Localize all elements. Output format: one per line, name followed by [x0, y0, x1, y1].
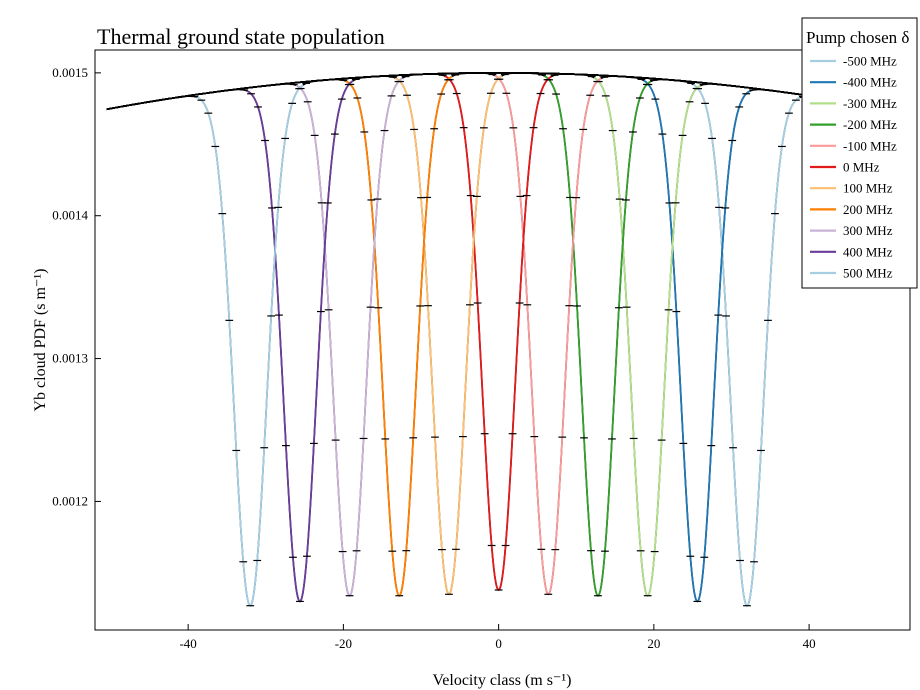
series-6-error-bars: [375, 72, 523, 595]
legend-item: 300 MHz: [810, 223, 893, 238]
series-envelope-line: [106, 72, 890, 597]
series-1-error-bars: [616, 75, 779, 603]
series-envelope-line: [106, 72, 890, 597]
y-tick-label: 0.0012: [52, 493, 88, 508]
series-envelope-line: [106, 73, 890, 591]
legend-item: -400 MHz: [810, 75, 897, 90]
series-hole-line: [444, 75, 552, 592]
series-2: [106, 72, 890, 597]
series-7: [106, 72, 890, 597]
series-0: [106, 72, 890, 607]
series-hole-line: [295, 77, 403, 597]
chart-title: Thermal ground state population: [97, 24, 385, 49]
series-3: [106, 72, 890, 597]
legend-box: [801, 17, 918, 289]
series-4-error-bars: [474, 72, 623, 595]
legend-label: -300 MHz: [843, 96, 897, 111]
y-tick-label: 0.0014: [52, 208, 88, 223]
legend-item: 500 MHz: [810, 266, 893, 281]
series-hole-line: [394, 75, 503, 596]
series-3-error-bars: [524, 72, 672, 597]
series-10: [106, 72, 890, 607]
series-hole-line: [643, 79, 751, 603]
series-layer: [106, 72, 890, 607]
legend-entries: -500 MHz -400 MHz -300 MHz -200 MHz -100 MHz…: [810, 54, 897, 281]
series-envelope-line: [106, 72, 890, 607]
series-hole-line: [245, 80, 354, 603]
series-9: [106, 72, 890, 603]
series-envelope-line: [106, 72, 890, 603]
legend-item: 400 MHz: [810, 244, 893, 259]
legend-label: 0 MHz: [843, 160, 880, 175]
legend-item: -500 MHz: [810, 54, 897, 69]
y-tick-label: 0.0013: [52, 351, 88, 366]
legend-label: 300 MHz: [843, 223, 893, 238]
series-7-error-bars: [318, 72, 473, 597]
series-envelope-line: [106, 72, 890, 603]
series-envelope-line: [106, 72, 890, 597]
series-hole-line: [593, 76, 701, 597]
series-2-error-bars: [566, 73, 722, 597]
legend-title: Pump chosen δ: [806, 28, 909, 47]
series-envelope-line: [106, 72, 890, 597]
y-tick-label: 0.0015: [52, 65, 88, 80]
series-8-error-bars: [268, 73, 424, 597]
legend-label: 100 MHz: [843, 181, 893, 196]
series-9-error-bars: [219, 76, 374, 603]
series-1: [106, 72, 890, 603]
series-envelope-line: [106, 72, 890, 596]
y-axis: 0.0012 0.0013 0.0014 0.0015: [52, 65, 101, 508]
legend-item: -100 MHz: [810, 138, 897, 153]
legend: Pump chosen δ -500 MHz -400 MHz -300 MHz -2…: [801, 17, 918, 289]
series-envelope-line: [106, 72, 890, 607]
x-tick-label: 20: [647, 636, 660, 651]
series-envelope-line: [106, 72, 890, 596]
series-hole-line: [345, 75, 453, 597]
x-tick-label: -20: [335, 636, 352, 651]
legend-label: -100 MHz: [843, 138, 897, 153]
series-10-error-bars: [176, 79, 331, 607]
series-hole-line: [494, 74, 602, 596]
series-4: [106, 72, 890, 596]
series-8: [106, 72, 890, 597]
x-tick-label: -40: [179, 636, 196, 651]
x-axis-label: Velocity class (m s⁻¹): [433, 672, 572, 689]
series-hole-line: [692, 83, 801, 607]
series-5-error-bars: [424, 73, 573, 591]
legend-item: -200 MHz: [810, 117, 897, 132]
y-axis-label: Yb cloud PDF (s m⁻¹): [32, 268, 49, 411]
legend-label: -200 MHz: [843, 117, 897, 132]
legend-label: 500 MHz: [843, 266, 893, 281]
series-hole-line: [543, 75, 652, 597]
legend-item: 0 MHz: [810, 160, 880, 175]
x-tick-label: 0: [495, 636, 502, 651]
x-tick-label: 40: [803, 636, 816, 651]
legend-item: 100 MHz: [810, 181, 893, 196]
x-axis: -40 -20 0 20 40: [179, 624, 816, 651]
legend-label: -500 MHz: [843, 54, 897, 69]
legend-item: -300 MHz: [810, 96, 897, 111]
series-6: [106, 72, 890, 596]
plot-area: [94, 49, 911, 631]
legend-label: 400 MHz: [843, 244, 893, 259]
series-5: [106, 73, 890, 592]
legend-label: 200 MHz: [843, 202, 893, 217]
series-hole-line: [196, 84, 304, 607]
legend-item: 200 MHz: [810, 202, 893, 217]
plot-frame: [94, 49, 911, 631]
legend-label: -400 MHz: [843, 75, 897, 90]
